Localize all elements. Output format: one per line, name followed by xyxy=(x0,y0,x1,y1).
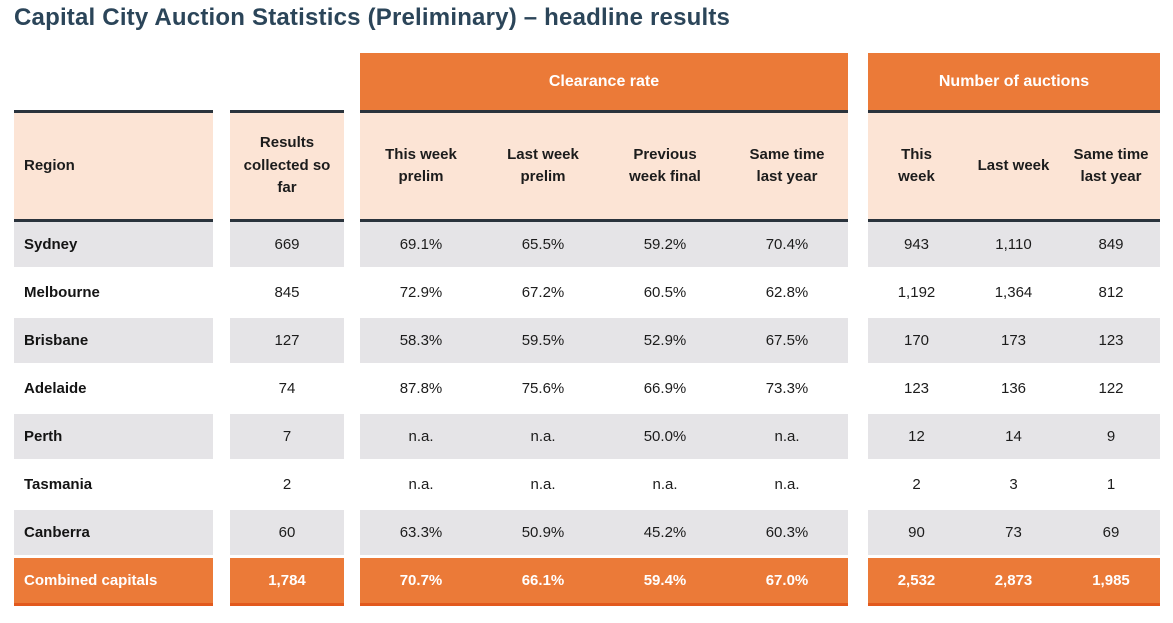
column-header-last-week-auctions: Last week xyxy=(965,110,1062,222)
cell-results-collected: 845 xyxy=(230,270,344,318)
cell-auctions-last-week: 1,110 xyxy=(965,222,1062,270)
group-header-clearance-rate: Clearance rate xyxy=(360,53,848,110)
cell-results-collected: 2 xyxy=(230,462,344,510)
cell-auctions-this-week: 12 xyxy=(868,414,965,462)
cell-clearance-last-week: 67.2% xyxy=(482,270,604,318)
column-header-this-week-auctions: This week xyxy=(868,110,965,222)
cell-clearance-last-week: 50.9% xyxy=(482,510,604,558)
cell-auctions-last-week: 2,873 xyxy=(965,558,1062,606)
cell-auctions-last-week: 1,364 xyxy=(965,270,1062,318)
cell-clearance-previous-week: 66.9% xyxy=(604,366,726,414)
cell-auctions-this-week: 1,192 xyxy=(868,270,965,318)
cell-clearance-this-week: n.a. xyxy=(360,462,482,510)
cell-region: Melbourne xyxy=(14,270,213,318)
cell-results-collected: 127 xyxy=(230,318,344,366)
cell-clearance-this-week: 58.3% xyxy=(360,318,482,366)
column-header-this-week-prelim: This week prelim xyxy=(360,110,482,222)
cell-auctions-this-week: 943 xyxy=(868,222,965,270)
page-title: Capital City Auction Statistics (Prelimi… xyxy=(14,4,731,31)
cell-auctions-last-week: 73 xyxy=(965,510,1062,558)
cell-results-collected: 669 xyxy=(230,222,344,270)
column-header-previous-week-final: Previous week final xyxy=(604,110,726,222)
cell-region: Sydney xyxy=(14,222,213,270)
cell-clearance-last-year: 62.8% xyxy=(726,270,848,318)
cell-clearance-this-week: n.a. xyxy=(360,414,482,462)
cell-clearance-last-week: 65.5% xyxy=(482,222,604,270)
cell-region: Canberra xyxy=(14,510,213,558)
cell-auctions-last-year: 122 xyxy=(1062,366,1160,414)
cell-clearance-this-week: 70.7% xyxy=(360,558,482,606)
cell-clearance-previous-week: 59.2% xyxy=(604,222,726,270)
cell-auctions-this-week: 90 xyxy=(868,510,965,558)
cell-results-collected: 1,784 xyxy=(230,558,344,606)
cell-results-collected: 60 xyxy=(230,510,344,558)
cell-auctions-last-year: 123 xyxy=(1062,318,1160,366)
cell-auctions-this-week: 170 xyxy=(868,318,965,366)
cell-auctions-this-week: 2 xyxy=(868,462,965,510)
cell-clearance-this-week: 69.1% xyxy=(360,222,482,270)
cell-clearance-last-week: n.a. xyxy=(482,414,604,462)
cell-auctions-last-year: 849 xyxy=(1062,222,1160,270)
column-header-same-time-last-year-auctions: Same time last year xyxy=(1062,110,1160,222)
cell-clearance-last-year: 73.3% xyxy=(726,366,848,414)
cell-auctions-last-year: 1,985 xyxy=(1062,558,1160,606)
cell-region: Brisbane xyxy=(14,318,213,366)
cell-clearance-last-week: 59.5% xyxy=(482,318,604,366)
cell-clearance-last-year: 67.5% xyxy=(726,318,848,366)
cell-auctions-this-week: 123 xyxy=(868,366,965,414)
column-header-same-time-last-year-clearance: Same time last year xyxy=(726,110,848,222)
cell-clearance-last-week: n.a. xyxy=(482,462,604,510)
cell-clearance-previous-week: 60.5% xyxy=(604,270,726,318)
cell-auctions-last-week: 14 xyxy=(965,414,1062,462)
cell-clearance-last-year: n.a. xyxy=(726,462,848,510)
cell-auctions-last-year: 9 xyxy=(1062,414,1160,462)
cell-clearance-previous-week: 59.4% xyxy=(604,558,726,606)
cell-auctions-last-year: 812 xyxy=(1062,270,1160,318)
column-header-region: Region xyxy=(14,110,213,222)
cell-clearance-previous-week: n.a. xyxy=(604,462,726,510)
cell-region: Tasmania xyxy=(14,462,213,510)
cell-region: Perth xyxy=(14,414,213,462)
cell-clearance-last-week: 66.1% xyxy=(482,558,604,606)
cell-clearance-last-year: n.a. xyxy=(726,414,848,462)
cell-auctions-last-week: 136 xyxy=(965,366,1062,414)
column-header-results-collected: Results collected so far xyxy=(230,110,344,222)
cell-region: Adelaide xyxy=(14,366,213,414)
cell-clearance-previous-week: 52.9% xyxy=(604,318,726,366)
cell-clearance-this-week: 87.8% xyxy=(360,366,482,414)
cell-clearance-last-year: 67.0% xyxy=(726,558,848,606)
cell-results-collected: 74 xyxy=(230,366,344,414)
column-header-last-week-prelim: Last week prelim xyxy=(482,110,604,222)
cell-clearance-last-week: 75.6% xyxy=(482,366,604,414)
cell-clearance-previous-week: 45.2% xyxy=(604,510,726,558)
cell-clearance-last-year: 60.3% xyxy=(726,510,848,558)
cell-clearance-this-week: 63.3% xyxy=(360,510,482,558)
cell-auctions-last-year: 69 xyxy=(1062,510,1160,558)
cell-auctions-last-week: 173 xyxy=(965,318,1062,366)
cell-results-collected: 7 xyxy=(230,414,344,462)
cell-auctions-this-week: 2,532 xyxy=(868,558,965,606)
auction-stats-table: Clearance rate Number of auctions Region… xyxy=(14,53,1173,606)
cell-clearance-last-year: 70.4% xyxy=(726,222,848,270)
cell-auctions-last-week: 3 xyxy=(965,462,1062,510)
cell-clearance-previous-week: 50.0% xyxy=(604,414,726,462)
cell-region: Combined capitals xyxy=(14,558,213,606)
cell-clearance-this-week: 72.9% xyxy=(360,270,482,318)
group-header-number-of-auctions: Number of auctions xyxy=(868,53,1160,110)
cell-auctions-last-year: 1 xyxy=(1062,462,1160,510)
